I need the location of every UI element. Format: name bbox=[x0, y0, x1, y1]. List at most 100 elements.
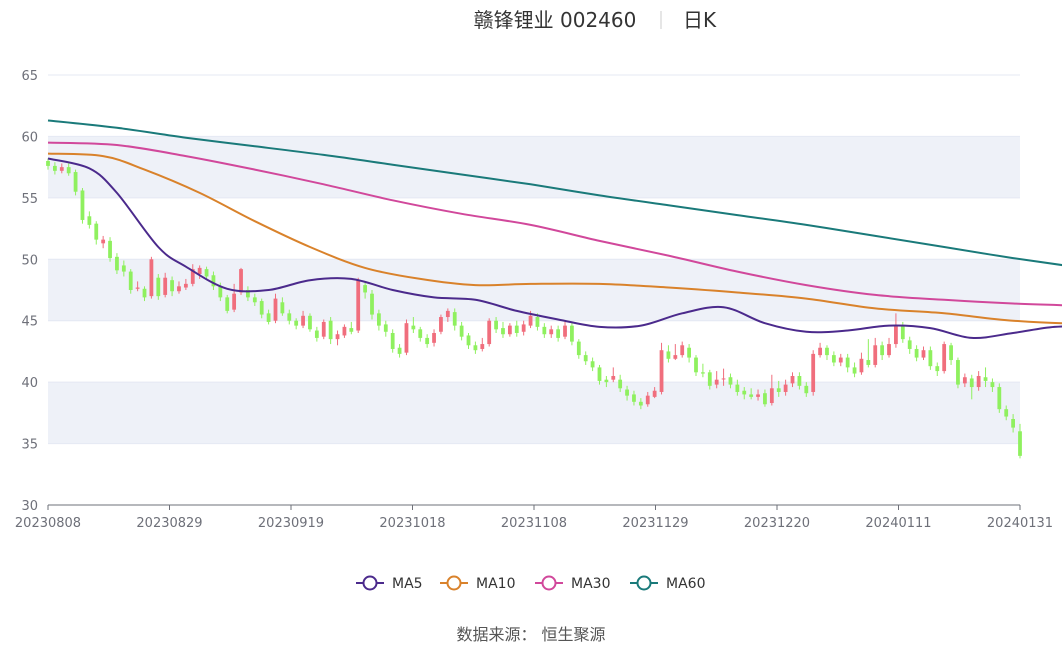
candle bbox=[514, 320, 519, 337]
candle-body bbox=[294, 320, 299, 326]
candle-body bbox=[549, 329, 554, 335]
candle-body bbox=[383, 324, 388, 332]
x-tick-label: 20231220 bbox=[744, 516, 810, 531]
candle-body bbox=[632, 394, 636, 402]
candle bbox=[197, 265, 202, 279]
candle-body bbox=[239, 269, 243, 293]
candle bbox=[694, 355, 698, 376]
candle-body bbox=[342, 326, 347, 336]
legend-label: MA30 bbox=[571, 576, 610, 592]
candle bbox=[983, 367, 988, 388]
candle bbox=[659, 342, 664, 395]
candle-body bbox=[852, 367, 857, 374]
candle-body bbox=[59, 167, 64, 171]
legend-item-ma5[interactable]: MA5 bbox=[356, 575, 423, 592]
candle-body bbox=[46, 161, 50, 166]
candle bbox=[445, 308, 450, 322]
candle-body bbox=[949, 345, 953, 361]
candle-body bbox=[314, 330, 319, 338]
candle-body bbox=[707, 372, 712, 386]
candle bbox=[969, 374, 974, 400]
candle-body bbox=[232, 293, 237, 310]
candle-body bbox=[583, 355, 588, 362]
candle-body bbox=[308, 315, 312, 330]
candle bbox=[335, 330, 340, 346]
ma-line-ma10 bbox=[47, 152, 1062, 325]
candle-body bbox=[80, 190, 85, 220]
candle bbox=[625, 385, 629, 401]
candle-body bbox=[749, 394, 754, 397]
candle bbox=[349, 321, 354, 335]
candle-body bbox=[714, 379, 719, 385]
candle bbox=[894, 313, 898, 348]
candle-body bbox=[604, 379, 609, 383]
candle-body bbox=[597, 367, 602, 381]
candle-body bbox=[1004, 409, 1009, 417]
candle-body bbox=[838, 357, 843, 363]
candle-body bbox=[983, 377, 988, 381]
candle-body bbox=[969, 378, 974, 388]
y-tick-label: 50 bbox=[21, 253, 38, 268]
candle-body bbox=[700, 372, 705, 374]
candle-body bbox=[73, 172, 78, 192]
candle-body bbox=[825, 347, 829, 356]
candle-body bbox=[170, 280, 174, 292]
candle-body bbox=[459, 325, 464, 337]
candle-body bbox=[735, 384, 740, 392]
grid-band bbox=[48, 259, 1020, 321]
candle bbox=[425, 334, 430, 348]
candle-body bbox=[115, 256, 119, 271]
candle bbox=[997, 383, 1002, 413]
candle bbox=[156, 274, 161, 300]
candle bbox=[232, 283, 237, 313]
candle-body bbox=[956, 360, 960, 385]
candle-body bbox=[804, 385, 809, 394]
data-source: 数据来源： 恒生聚源 bbox=[456, 625, 605, 644]
candle-body bbox=[880, 345, 885, 356]
candle-body bbox=[790, 376, 795, 384]
candle-body bbox=[797, 376, 802, 386]
candle bbox=[583, 351, 588, 365]
candle-body bbox=[721, 378, 726, 380]
candle-body bbox=[887, 344, 891, 356]
candle bbox=[935, 362, 940, 376]
candle-body bbox=[507, 325, 512, 335]
candle-body bbox=[645, 395, 650, 405]
candle bbox=[404, 319, 409, 356]
candle-body bbox=[94, 223, 99, 240]
moving-average-lines bbox=[47, 119, 1062, 339]
legend-item-ma10[interactable]: MA10 bbox=[440, 575, 515, 592]
candle bbox=[190, 264, 195, 287]
legend-label: MA10 bbox=[476, 576, 515, 592]
ma-line-ma60 bbox=[47, 119, 1062, 267]
candle-body bbox=[108, 240, 112, 259]
legend-item-ma60[interactable]: MA60 bbox=[630, 575, 705, 592]
x-tick-label: 20240131 bbox=[987, 516, 1053, 531]
candle-body bbox=[666, 351, 671, 359]
candle bbox=[135, 281, 140, 292]
candle bbox=[831, 351, 836, 367]
candle bbox=[563, 321, 567, 340]
candle bbox=[700, 363, 705, 378]
candle bbox=[928, 346, 933, 370]
candle bbox=[962, 373, 967, 388]
candle bbox=[128, 269, 133, 294]
candle bbox=[314, 326, 319, 342]
legend-item-ma30[interactable]: MA30 bbox=[535, 575, 610, 592]
legend[interactable]: MA5 MA10 MA30 MA60 bbox=[356, 575, 705, 592]
candle bbox=[411, 317, 416, 333]
candle-body bbox=[638, 401, 643, 406]
candle bbox=[976, 371, 981, 391]
candle bbox=[790, 372, 795, 388]
legend-marker bbox=[541, 575, 557, 591]
candle bbox=[652, 387, 657, 399]
candle bbox=[73, 169, 78, 196]
candle-body bbox=[921, 350, 926, 358]
candle-body bbox=[183, 283, 188, 288]
candle-body bbox=[225, 297, 230, 311]
candle bbox=[266, 309, 271, 325]
candle-body bbox=[873, 345, 878, 365]
candle bbox=[845, 353, 850, 373]
grid-bands bbox=[48, 136, 1020, 444]
x-tick-label: 20230829 bbox=[136, 516, 202, 531]
